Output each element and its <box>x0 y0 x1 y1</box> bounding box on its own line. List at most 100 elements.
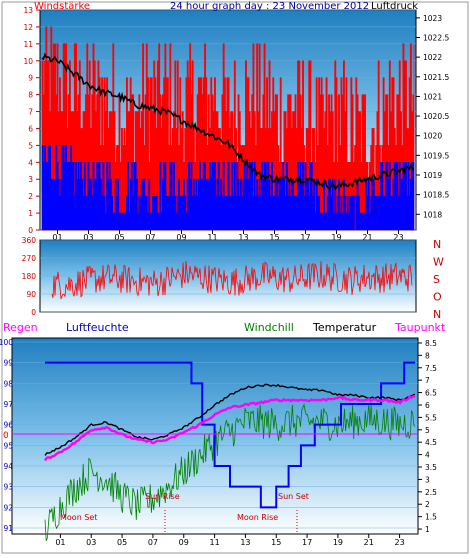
humidity-series <box>45 361 415 509</box>
pressure-tick-label: 1022 <box>423 53 442 62</box>
dewpoint-series <box>44 394 416 462</box>
temperature-tick-label: 3 <box>425 475 430 484</box>
temperature-tick-label: 6.5 <box>425 389 437 398</box>
wind-tick-label: 1 <box>28 209 33 218</box>
temperature-tick-label: 5 <box>425 426 430 435</box>
annotation-label: Sun Set <box>278 492 309 501</box>
hour-tick-label: 05 <box>114 233 124 242</box>
temperature-tick-label: 7.5 <box>425 364 437 373</box>
temperature-tick-label: 3.5 <box>425 463 437 472</box>
hour-tick-label: 17 <box>302 538 312 547</box>
legend-windchill: Windchill <box>244 321 294 334</box>
humidity-tick-label: 93 <box>3 483 13 492</box>
hour-tick-label: 13 <box>238 233 248 242</box>
temperature-tick-label: 5.5 <box>425 413 437 422</box>
hour-tick-label: 03 <box>86 538 96 547</box>
wind-tick-label: 9 <box>28 74 33 83</box>
wind-tick-label: 5 <box>28 141 33 150</box>
pressure-tick-label: 1018.5 <box>423 191 449 200</box>
hour-tick-label: 07 <box>145 233 155 242</box>
wind-tick-label: 7 <box>28 108 33 117</box>
wind-tick-label: 13 <box>23 6 33 15</box>
direction-tick-label: 0 <box>31 308 36 317</box>
temperature-series <box>12 341 418 542</box>
hour-tick-label: 19 <box>331 233 341 242</box>
pressure-tick-label: 1020 <box>423 132 442 141</box>
hour-tick-label: 13 <box>240 538 250 547</box>
humidity-tick-label: 100 <box>0 338 13 347</box>
sun-moon-annotations: Moon Set Sun Rise Moon Rise Sun Set <box>60 492 309 534</box>
hour-tick-label: 05 <box>117 538 127 547</box>
annotation-label: Moon Rise <box>237 513 278 522</box>
hour-tick-label: 15 <box>269 233 279 242</box>
humidity-tick-label: 98 <box>3 379 13 388</box>
compass-label: N <box>433 238 441 251</box>
pressure-axis-label: Luftdruck <box>371 1 418 12</box>
hour-tick-label: 11 <box>207 233 217 242</box>
temperature-series <box>44 383 416 456</box>
annotation-label: Moon Set <box>60 513 97 522</box>
wind-tick-label: 0 <box>28 226 33 235</box>
hour-tick-label: 03 <box>83 233 93 242</box>
temperature-hour-axis: 01 03 05 07 09 11 13 15 17 19 21 23 <box>55 534 405 547</box>
pressure-tick-label: 1023 <box>423 14 442 23</box>
wind-tick-label: 3 <box>28 175 33 184</box>
hour-tick-label: 11 <box>209 538 219 547</box>
humidity-tick-label: 95 <box>3 441 13 450</box>
pressure-tick-label: 1019.5 <box>423 151 449 160</box>
wind-tick-label: 4 <box>28 158 33 167</box>
compass-label: O <box>433 291 442 304</box>
humidity-tick-label: 97 <box>3 400 13 409</box>
chart-title: 24 hour graph day : 23 November 2012 <box>170 1 369 12</box>
hour-tick-label: 07 <box>148 538 158 547</box>
temperature-plot-area <box>11 337 419 535</box>
direction-tick-label: 270 <box>22 254 37 263</box>
temperature-tick-label: 6 <box>425 401 430 410</box>
direction-tick-label: 90 <box>26 290 36 299</box>
wind-tick-label: 8 <box>28 91 33 100</box>
pressure-series <box>41 52 415 190</box>
hour-tick-label: 01 <box>52 233 62 242</box>
humidity-tick-label: 96 <box>3 421 13 430</box>
wind-tick-label: 6 <box>28 124 33 133</box>
temperature-tick-label: 8.5 <box>425 339 437 348</box>
hour-tick-label: 19 <box>333 538 343 547</box>
humidity-tick-label: 99 <box>3 359 13 368</box>
rain-zero-label: 0 <box>3 431 9 441</box>
wind-axis-label: Windstärke <box>34 1 90 12</box>
pressure-tick-label: 1019 <box>423 171 442 180</box>
temperature-tick-label: 1 <box>425 525 430 534</box>
temperature-tick-label: 8 <box>425 351 430 360</box>
compass-label: S <box>433 273 440 286</box>
hour-tick-label: 17 <box>300 233 310 242</box>
temperature-tick-label: 4 <box>425 451 430 460</box>
temperature-tick-label: 2.5 <box>425 488 437 497</box>
humidity-tick-label: 92 <box>3 503 13 512</box>
hour-tick-label: 23 <box>394 538 404 547</box>
temperature-axis: 1 1.5 2 2.5 3 3.5 4 4.5 5 5.5 6 6.5 7 7.5 8 8.5 <box>418 339 437 534</box>
temperature-tick-label: 2 <box>425 500 430 509</box>
temperature-tick-label: 1.5 <box>425 513 437 522</box>
hour-tick-label: 21 <box>362 233 372 242</box>
direction-series <box>51 260 413 300</box>
wind-tick-label: 12 <box>23 23 33 32</box>
pressure-tick-label: 1020.5 <box>423 112 449 121</box>
wind-pressure-series <box>40 9 416 231</box>
direction-axis: 0 90 180 270 360 <box>22 236 37 317</box>
compass-label: N <box>433 308 441 321</box>
hour-tick-label: 09 <box>176 233 186 242</box>
direction-tick-label: 360 <box>22 236 37 245</box>
legend-temperature: Temperatur <box>312 321 377 334</box>
pressure-axis: 1018 1018.5 1019 1019.5 1020 1020.5 1021 1021.5… <box>416 14 449 219</box>
windchill-series <box>44 403 416 542</box>
humidity-tick-label: 91 <box>3 524 13 533</box>
pressure-tick-label: 1021 <box>423 92 442 101</box>
compass-label: W <box>433 256 444 269</box>
